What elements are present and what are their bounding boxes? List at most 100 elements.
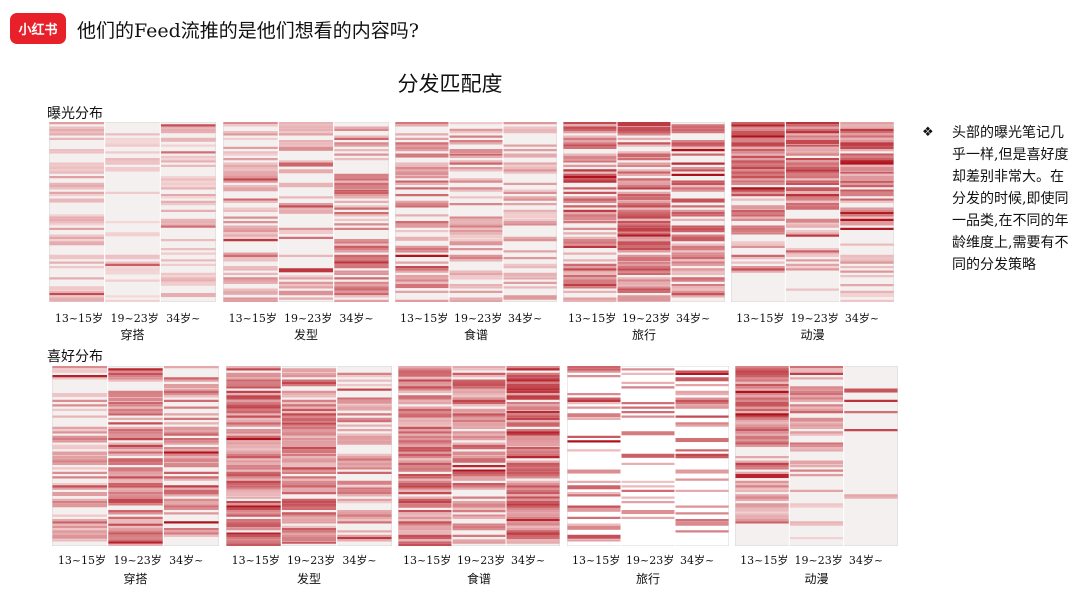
heatmap-line-preference-4-col1-1 [789,368,844,373]
heatmap-line-exposure-4-col2-20 [840,167,894,172]
heatmap-line-preference-2-col2-55 [506,489,560,492]
heatmap-line-preference-2-col1-48 [452,474,506,479]
heatmap-line-exposure-1-col0-14 [223,153,278,156]
heatmap-line-exposure-2-col1-3 [449,128,503,131]
heatmap-line-preference-1-col0-28 [226,429,281,432]
heatmap-line-exposure-1-col2-7 [334,137,389,140]
heatmap-line-exposure-4-col2-43 [840,218,894,221]
heatmap-line-preference-2-col1-10 [452,388,506,391]
age-tick-label: 13~15岁 [54,312,104,325]
heatmap-line-exposure-4-col0-13 [731,151,785,154]
heatmap-line-preference-0-col0-35 [52,444,108,447]
heatmap-line-preference-1-col2-42 [337,460,392,463]
heatmap-line-preference-3-col0-62 [567,505,621,510]
heatmap-line-preference-4-col0-7 [735,381,789,384]
heatmap-line-preference-1-col0-7 [226,381,281,384]
exposure-section-label: 曝光分布 [47,106,103,122]
heatmap-line-preference-2-col2-70 [506,523,560,526]
age-tick-label: 13~15岁 [736,312,785,325]
heatmap-line-preference-3-col1-3 [621,372,675,375]
heatmap-line-exposure-0-col0-18 [49,162,105,165]
heatmap-line-preference-4-col1-30 [789,433,844,436]
heatmap-line-preference-2-col2-26 [506,424,560,427]
heatmap-line-exposure-4-col2-8 [840,140,894,143]
heatmap-line-exposure-1-col2-76 [334,293,389,296]
heatmap-line-preference-2-col1-23 [452,417,506,420]
heatmap-line-exposure-0-col2-70 [160,279,216,282]
heatmap-line-exposure-1-col2-79 [334,299,389,302]
heatmap-line-exposure-3-col0-61 [563,259,617,262]
heatmap-line-preference-1-col0-39 [226,453,281,456]
heatmap-line-preference-1-col1-12 [281,393,337,396]
heatmap-line-preference-4-col0-45 [735,467,789,470]
heatmap-line-preference-2-col2-72 [506,528,560,533]
heatmap-line-exposure-2-col2-4 [503,131,557,134]
heatmap-line-exposure-2-col2-20 [503,167,557,170]
preference-section-label: 喜好分布 [47,349,103,365]
heatmap-line-preference-0-col0-43 [52,462,108,465]
heatmap-line-preference-1-col0-47 [226,471,281,474]
heatmap-line-exposure-2-col1-60 [449,257,503,260]
heatmap-line-exposure-1-col0-13 [223,151,278,154]
heatmap-line-exposure-3-col2-70 [671,279,725,282]
heatmap-line-preference-3-col2-17 [675,404,729,407]
heatmap-line-preference-2-col2-24 [506,420,560,423]
heatmap-line-exposure-2-col0-29 [395,187,449,190]
heatmap-line-preference-2-col0-6 [398,379,452,382]
heatmap-line-exposure-1-col0-5 [223,133,278,136]
heatmap-line-exposure-2-col0-19 [395,164,449,167]
heatmap-line-preference-2-col1-38 [452,451,506,456]
heatmap-line-preference-0-col1-27 [108,426,163,429]
heatmap-line-preference-0-col1-21 [108,413,163,416]
heatmap-line-exposure-3-col1-47 [617,227,671,232]
heatmap-line-preference-2-col2-76 [506,537,560,540]
heatmap-line-exposure-1-col2-54 [334,243,389,248]
heatmap-line-preference-2-col1-19 [452,408,506,413]
age-tick-label: 13~15岁 [400,312,449,325]
heatmap-line-exposure-2-col0-5 [395,133,449,136]
heatmap-line-exposure-4-col2-7 [840,137,894,140]
heatmap-line-exposure-2-col0-21 [395,169,449,172]
heatmap-line-exposure-0-col1-49 [105,232,160,237]
heatmap-line-exposure-4-col1-59 [785,254,840,257]
heatmap-line-exposure-1-col2-12 [334,149,389,152]
heatmap-line-preference-2-col1-11 [452,390,506,393]
heatmap-line-preference-2-col0-70 [398,523,452,526]
heatmap-line-exposure-1-col0-69 [223,277,278,280]
heatmap-line-exposure-3-col0-10 [563,144,617,147]
heatmap-line-exposure-0-col2-1 [160,124,216,127]
heatmap-line-preference-4-col1-3 [789,372,844,375]
heatmap-line-preference-4-col1-35 [789,444,844,449]
heatmap-line-preference-2-col1-8 [452,384,506,387]
heatmap-line-preference-2-col2-67 [506,516,560,521]
heatmap-line-preference-3-col2-14 [675,397,729,400]
heatmap-line-exposure-3-col2-62 [671,261,725,264]
heatmap-line-preference-0-col1-23 [108,417,163,420]
heatmap-line-preference-4-col2-10 [844,388,898,393]
heatmap-line-preference-2-col1-34 [452,442,506,445]
heatmap-line-preference-0-col1-2 [108,370,163,373]
heatmap-line-exposure-2-col0-24 [395,176,449,179]
heatmap-line-exposure-1-col0-65 [223,268,278,271]
heatmap-line-preference-2-col0-71 [398,525,452,530]
heatmap-line-preference-1-col0-13 [226,395,281,398]
heatmap-line-preference-2-col0-15 [398,399,452,402]
heatmap-line-exposure-2-col0-79 [395,299,449,302]
heatmap-line-preference-0-col2-56 [163,492,219,497]
heatmap-line-preference-0-col1-51 [108,480,163,483]
heatmap-line-preference-2-col0-7 [398,381,452,386]
heatmap-line-exposure-4-col0-48 [731,230,785,233]
heatmap-line-preference-2-col1-21 [452,413,506,416]
heatmap-line-exposure-1-col1-1 [278,124,334,129]
heatmap-line-exposure-3-col2-9 [671,142,725,145]
heatmap-line-preference-4-col0-61 [735,503,789,506]
heatmap-line-preference-0-col2-73 [163,530,219,533]
heatmap-line-exposure-4-col1-18 [785,162,840,167]
heatmap-line-exposure-1-col0-49 [223,232,278,235]
heatmap-line-preference-0-col0-32 [52,438,108,441]
heatmap-line-preference-0-col1-4 [108,375,163,378]
heatmap-line-exposure-3-col2-39 [671,209,725,212]
heatmap-line-exposure-2-col2-36 [503,203,557,206]
heatmap-line-exposure-3-col2-8 [671,140,725,143]
heatmap-line-preference-2-col0-14 [398,397,452,400]
